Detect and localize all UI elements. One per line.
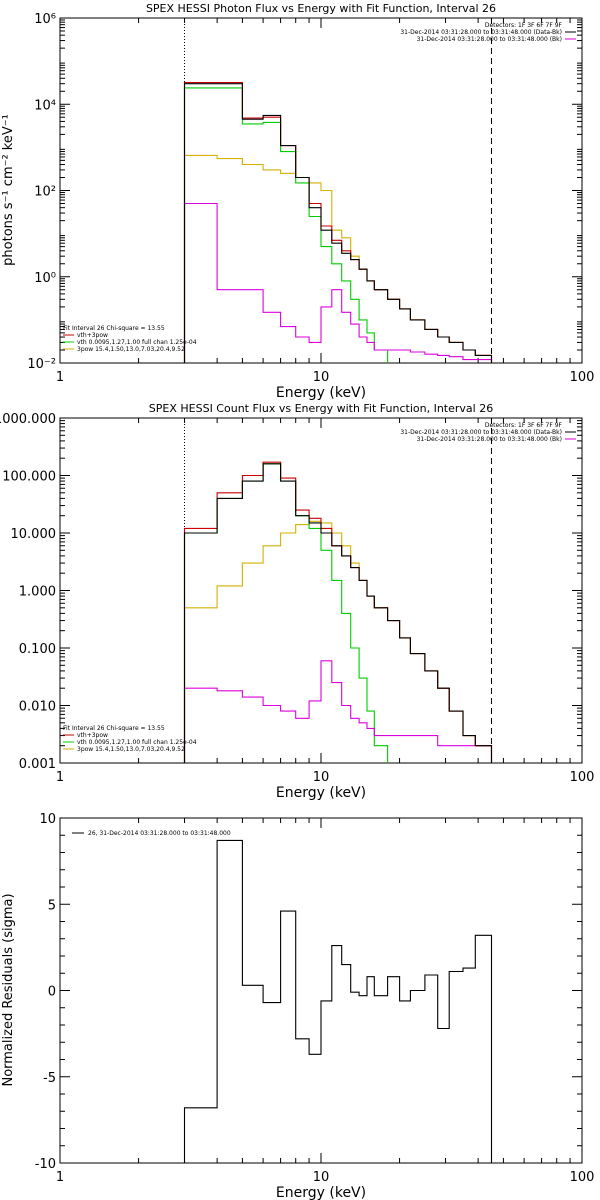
count-flux-x-label: Energy (keV) <box>276 785 366 801</box>
residuals-marks: 1 10 100 -10 -5 0 5 10 26, 31-Dec-2014 03:31:28.… <box>35 812 595 1185</box>
count-flux-x-tick-label: 100 <box>570 770 595 785</box>
photon-flux-series-power <box>183 154 493 363</box>
count-flux-series-data <box>183 463 493 763</box>
residuals-x-label: Energy (keV) <box>276 1185 366 1200</box>
count-flux-legend-bottom-text: 3pow 15.4,1.50,13.0,7.03,20.4,9.52 <box>77 746 185 753</box>
photon-flux-x-tick-label: 1 <box>56 370 64 385</box>
count-flux-y-tick-label: 100.000 <box>2 470 56 485</box>
count-flux-x-tick-label: 1 <box>56 770 64 785</box>
count-flux-title: SPEX HESSI Count Flux vs Energy with Fit… <box>149 402 493 415</box>
count-flux-legend-top-text: 31-Dec-2014 03:31:28.000 to 03:31:48.000… <box>417 436 562 443</box>
photon-flux-y-tick-label: 10⁴ <box>34 98 56 113</box>
photon-flux-y-tick-label: 10⁰ <box>34 271 56 286</box>
residuals-y-tick-label: 0 <box>48 985 56 1000</box>
residuals-x-tick-label: 1 <box>56 1170 64 1185</box>
photon-flux-y-tick-label: 10⁶ <box>34 12 56 27</box>
count-flux-plot-frame <box>59 417 583 764</box>
count-flux-legend-bottom-text: vth 0.0095,1.27,1.00 full chan 1.25e-04 <box>77 739 197 746</box>
residuals-x-tick-label: 10 <box>313 1170 330 1185</box>
count-flux-y-tick-label: 10.000 <box>11 527 57 542</box>
residuals-y-tick-label: -10 <box>35 1157 56 1172</box>
count-flux-y-tick-label: 0.100 <box>19 642 56 657</box>
photon-flux-marks: 1 10 100 10⁻² 10⁰ 10² 10⁴ 10⁶ Detectors: 1F 3F 6… <box>27 12 594 385</box>
photon-flux-series-background <box>183 202 493 363</box>
photon-flux-title: SPEX HESSI Photon Flux vs Energy with Fi… <box>146 2 496 15</box>
photon-flux-legend-bottom-text: Fit Interval 26 Chi-square = 13.55 <box>63 325 165 332</box>
photon-flux-legend-bottom-text: 3pow 15.4,1.50,13.0,7.03,20.4,9.52 <box>77 346 185 353</box>
photon-flux-legend-bottom-text: vth+3pow <box>77 332 108 339</box>
count-flux-series-thermal <box>183 463 492 763</box>
residuals-y-label: Normalized Residuals (sigma) <box>1 893 16 1086</box>
count-flux-legend-bottom-text: Fit Interval 26 Chi-square = 13.55 <box>63 725 165 732</box>
count-flux-y-tick-label: 0.001 <box>19 757 56 772</box>
count-flux-y-tick-label: 0.010 <box>19 700 56 715</box>
photon-flux-series-thermal <box>183 87 492 363</box>
residuals-legend-text: 26, 31-Dec-2014 03:31:28.000 to 03:31:48… <box>88 830 231 837</box>
residuals-panel: 1 10 100 -10 -5 0 5 10 26, 31-Dec-2014 03:31:28.… <box>1 812 594 1200</box>
residuals-y-tick-label: 10 <box>39 812 56 827</box>
photon-flux-x-tick-label: 100 <box>570 370 595 385</box>
photon-flux-legend-bottom-text: vth 0.0095,1.27,1.00 full chan 1.25e-04 <box>77 339 197 346</box>
count-flux-panel: SPEX HESSI Count Flux vs Energy with Fit… <box>0 402 594 801</box>
count-flux-legend-bottom-text: vth+3pow <box>77 732 108 739</box>
count-flux-x-tick-label: 10 <box>313 770 330 785</box>
residuals-y-tick-label: 5 <box>48 898 56 913</box>
photon-flux-x-tick-label: 10 <box>313 370 330 385</box>
residuals-y-tick-label: -5 <box>43 1071 56 1086</box>
count-flux-y-tick-label: 1.000 <box>19 585 56 600</box>
count-flux-series-background <box>183 660 493 763</box>
count-flux-legend-top-text: 31-Dec-2014 03:31:28.000 to 03:31:48.000… <box>400 429 562 436</box>
photon-flux-y-tick-label: 10² <box>34 185 56 200</box>
photon-flux-panel: SPEX HESSI Photon Flux vs Energy with Fi… <box>1 2 594 401</box>
photon-flux-x-label: Energy (keV) <box>276 385 366 401</box>
residuals-series-data <box>183 839 493 1163</box>
photon-flux-y-tick-label: 10⁻² <box>27 357 56 372</box>
count-flux-legend-top-text: Detectors: 1F 3F 6F 7F 9F <box>485 422 563 429</box>
photon-flux-legend-top-text: Detectors: 1F 3F 6F 7F 9F <box>485 22 563 29</box>
count-flux-marks: 1 10 100 0.001 0.010 0.100 1.000 10.000 100.000 1… <box>0 412 594 785</box>
count-flux-y-tick-label: 1000.000 <box>0 412 56 427</box>
count-flux-series-total <box>183 461 493 763</box>
photon-flux-series-total <box>183 81 493 363</box>
residuals-x-tick-label: 100 <box>570 1170 595 1185</box>
photon-flux-series-data <box>183 83 493 363</box>
photon-flux-y-label: photons s⁻¹ cm⁻² keV⁻¹ <box>1 114 16 266</box>
photon-flux-legend-top-text: 31-Dec-2014 03:31:28.000 to 03:31:48.000… <box>400 29 562 36</box>
count-flux-series-power <box>183 520 493 763</box>
photon-flux-legend-top-text: 31-Dec-2014 03:31:28.000 to 03:31:48.000… <box>417 36 562 43</box>
residuals-plot-frame <box>59 817 583 1164</box>
